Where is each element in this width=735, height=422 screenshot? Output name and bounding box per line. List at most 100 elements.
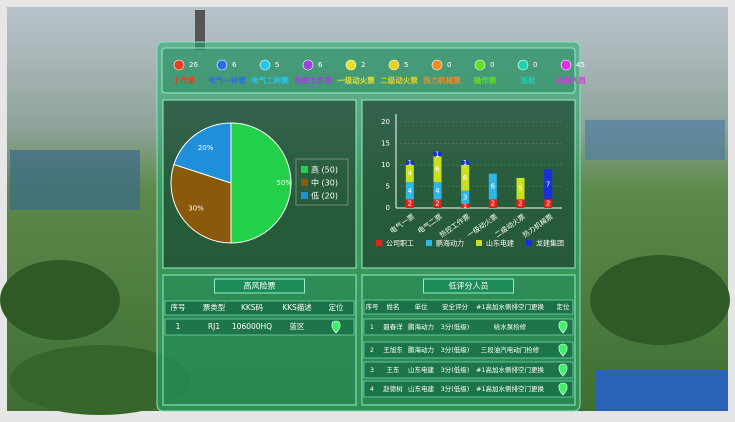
bar-value-label: 1 [463, 159, 467, 167]
table-cell: 1 [176, 322, 181, 331]
table-cell: 3 [370, 366, 374, 374]
status-count: 5 [404, 61, 408, 69]
status-icon [259, 59, 271, 71]
table-cell: 鹏海动力 [408, 345, 434, 354]
table-cell: 三段油汽电动门检修 [481, 345, 540, 354]
status-bar [161, 47, 576, 94]
bar-value-label: 5 [518, 185, 522, 193]
y-tick-label: 5 [386, 183, 390, 191]
pie-slice [230, 122, 292, 244]
table-header: 票类型 [203, 302, 226, 312]
bar-value-label: 2 [435, 200, 439, 208]
table-row-bg[interactable] [363, 318, 574, 336]
bar-segment [405, 182, 414, 200]
bar-value-label: 6 [435, 165, 440, 173]
bar-value-label: 1 [463, 202, 467, 210]
status-count: 0 [533, 61, 537, 69]
table-title-bg [214, 278, 305, 294]
legend-swatch [376, 240, 382, 246]
bar-segment [461, 190, 470, 204]
bar-segment [405, 199, 414, 208]
status-count: 2 [361, 61, 365, 69]
table-cell: 2 [370, 346, 374, 354]
bar-segment [405, 165, 414, 183]
pie-label: 30% [188, 204, 204, 212]
status-label[interactable]: 热力机械票 [423, 75, 461, 85]
status-icon [517, 59, 529, 71]
low-score-panel [361, 274, 576, 406]
bar-value-label: 1 [408, 159, 412, 167]
table-cell: 王东 [387, 365, 401, 374]
bar-segment [516, 177, 525, 200]
bar-segment [461, 160, 470, 165]
bar-value-label: 4 [408, 187, 413, 195]
legend-box [295, 158, 349, 206]
legend-swatch [301, 166, 308, 173]
bar-segment [544, 169, 553, 200]
table-cell: 给水泵检修 [494, 322, 527, 331]
table-cell: 鹏海动力 [408, 322, 434, 331]
table-cell: #1高加水侧排空门更换 [476, 384, 545, 393]
table-title: 高风险票 [244, 281, 276, 291]
table-header: 序号 [366, 302, 380, 311]
status-icon [431, 59, 443, 71]
table-cell: 山东电建 [408, 384, 435, 393]
status-label[interactable]: 操作票 [474, 75, 497, 85]
table-title-bg [423, 278, 514, 294]
locate-icon[interactable] [558, 343, 568, 357]
status-label[interactable]: 热控工作票 [294, 75, 332, 85]
y-tick-label: 15 [381, 140, 390, 148]
legend-swatch [301, 179, 308, 186]
status-icon [345, 59, 357, 71]
status-label[interactable]: 工作票 [173, 75, 196, 85]
locate-icon[interactable] [558, 320, 568, 334]
bar-segment [488, 199, 497, 208]
bar-value-label: 1 [435, 150, 439, 158]
status-icon [302, 59, 314, 71]
table-header: 定位 [557, 302, 571, 311]
pie-slice [170, 163, 232, 244]
status-count: 5 [275, 61, 279, 69]
locate-icon[interactable] [558, 363, 568, 377]
bar-value-label: 3 [463, 193, 467, 201]
table-cell: RJ1 [208, 322, 220, 331]
table-row-bg[interactable] [363, 361, 574, 379]
status-icon [474, 59, 486, 71]
pie-label: 20% [198, 144, 214, 152]
status-count: 0 [447, 61, 451, 69]
table-header: KKS码 [241, 303, 264, 312]
locate-icon[interactable] [331, 320, 341, 334]
table-header-bg [164, 300, 355, 316]
status-label[interactable]: 电气一种票 [208, 75, 246, 85]
table-cell: 山东电建 [408, 365, 435, 374]
status-label[interactable]: 二级动火票 [380, 75, 418, 85]
high-risk-panel [162, 274, 357, 406]
legend-swatch [301, 192, 308, 199]
status-count: 26 [189, 61, 198, 69]
status-label[interactable]: 外委人员 [556, 75, 586, 85]
bar-segment [488, 173, 497, 200]
status-icon [173, 59, 185, 71]
legend-label: 中 (30) [311, 178, 338, 188]
y-tick-label: 20 [381, 118, 390, 126]
table-cell: #1高加水侧排空门更换 [476, 365, 545, 374]
table-row-bg[interactable] [363, 380, 574, 398]
locate-icon[interactable] [558, 382, 568, 396]
status-label[interactable]: 电气二种票 [251, 75, 289, 85]
table-cell: 106000HQ [232, 322, 272, 331]
status-label[interactable]: 一级动火票 [337, 75, 375, 85]
status-label[interactable]: 巡检 [521, 75, 536, 85]
table-row-bg[interactable] [164, 318, 355, 336]
bar-segment [461, 203, 470, 208]
status-icon [388, 59, 400, 71]
table-cell: 3分(低级) [441, 345, 470, 354]
legend-swatch [526, 240, 532, 246]
table-cell: 聂春洋 [383, 322, 403, 331]
table-header-bg [363, 299, 574, 315]
status-count: 6 [232, 61, 237, 69]
status-count: 0 [490, 61, 494, 69]
table-header: 单位 [415, 302, 429, 311]
bar-value-label: 6 [463, 174, 468, 182]
legend-swatch [426, 240, 432, 246]
table-row-bg[interactable] [363, 341, 574, 359]
